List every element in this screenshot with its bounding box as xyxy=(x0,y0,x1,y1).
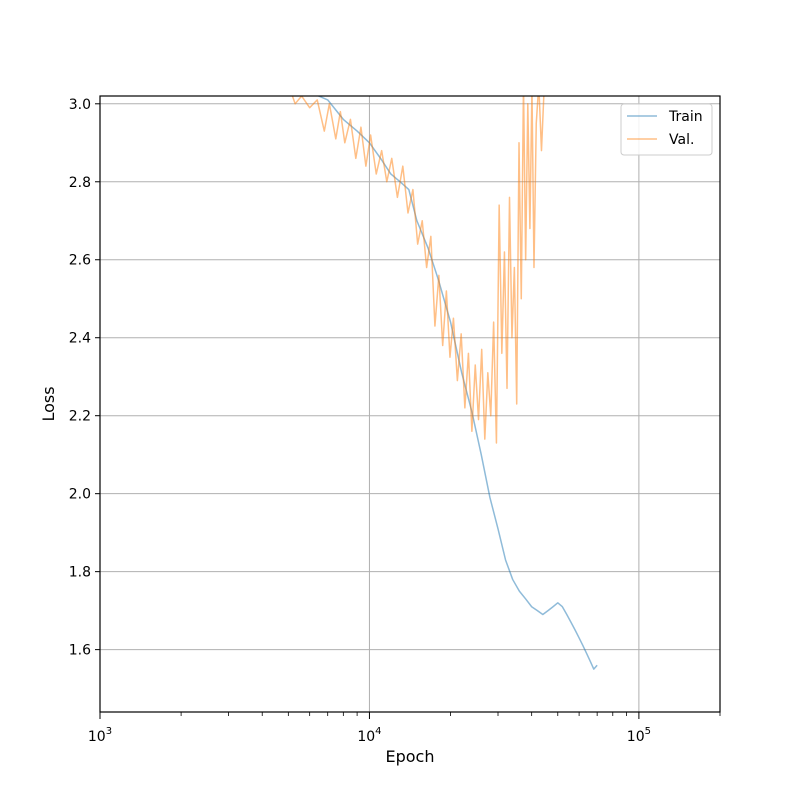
y-tick-label: 3.0 xyxy=(69,97,91,113)
series-line-val xyxy=(291,96,545,444)
legend: Train Val. xyxy=(620,103,713,156)
x-axis: 103 104 105 xyxy=(88,712,721,745)
y-tick-label: 2.4 xyxy=(69,331,91,347)
y-tick-label: 2.2 xyxy=(69,409,91,425)
legend-val-label: Val. xyxy=(669,132,694,148)
y-tick-label: 2.8 xyxy=(69,175,91,191)
y-tick-label: 1.6 xyxy=(69,643,91,659)
x-tick-label: 103 xyxy=(88,726,112,745)
x-tick-label: 104 xyxy=(357,726,381,745)
y-axis: 1.6 1.8 2.0 2.2 2.4 2.6 2.8 3.0 xyxy=(69,97,100,659)
y-axis-label: Loss xyxy=(39,386,58,421)
legend-train-label: Train xyxy=(668,109,703,125)
y-tick-label: 1.8 xyxy=(69,565,91,581)
plot-area xyxy=(100,96,720,712)
x-tick-label: 105 xyxy=(627,726,651,745)
series-group xyxy=(291,96,598,670)
x-axis-label: Epoch xyxy=(386,747,435,766)
y-tick-label: 2.0 xyxy=(69,487,91,503)
y-tick-label: 2.6 xyxy=(69,253,91,269)
plot-frame xyxy=(99,95,721,713)
